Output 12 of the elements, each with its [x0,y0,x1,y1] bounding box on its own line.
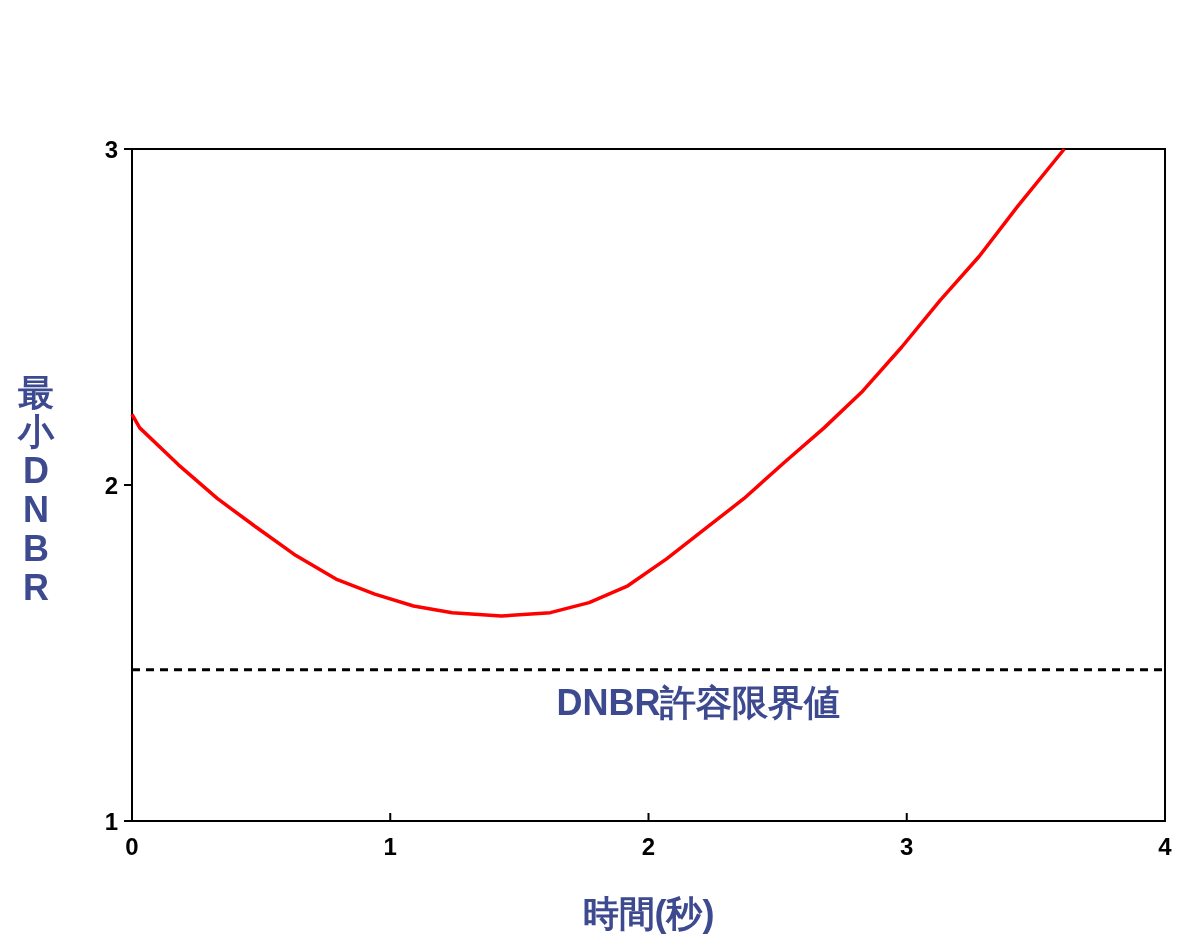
ref-line-label: DNBR許容限界値 [556,681,841,723]
x-axis-title: 時間(秒) [582,893,715,934]
x-tick-label: 1 [383,833,397,860]
y-axis-title: 最小DNBR [17,372,55,608]
y-tick-label: 3 [104,136,118,163]
x-tick-label: 0 [125,833,139,860]
line-series [130,147,1067,618]
x-tick-label: 2 [641,833,656,860]
y-tick-label: 1 [104,808,118,835]
y-tick-label: 2 [104,472,118,499]
x-tick-label: 3 [900,833,914,860]
x-tick-label: 4 [1158,833,1173,860]
